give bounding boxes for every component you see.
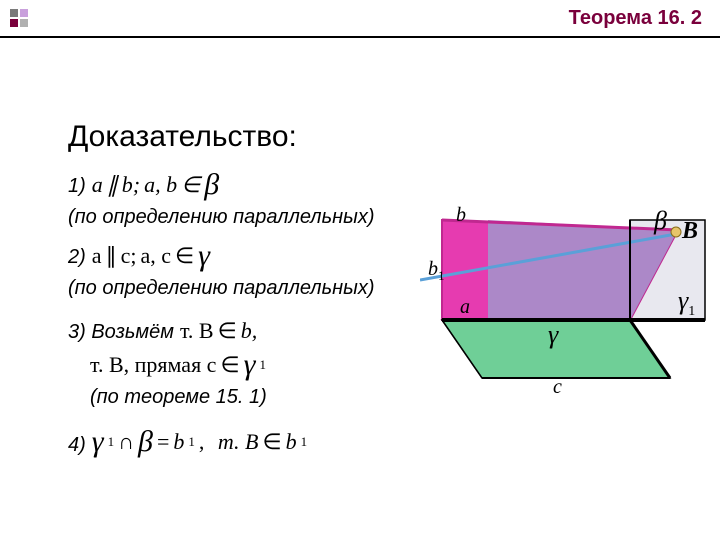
item-4: 4) γ1 ∩ β = b1, т. B ∈ b1 <box>68 425 700 459</box>
item-4-formula: γ1 ∩ β = b1, т. B ∈ b1 <box>92 425 307 459</box>
proof-heading: Доказательство: <box>68 120 700 154</box>
label-b: b <box>456 204 466 227</box>
item-3-formula-1: т. B ∈ b, <box>180 318 257 344</box>
item-4-num: 4) <box>68 434 86 457</box>
item-3-note: (по теореме 15. 1) <box>90 386 700 409</box>
label-beta: β <box>654 206 667 236</box>
label-c: c <box>553 376 562 399</box>
item-2-num: 2) <box>68 246 86 269</box>
item-3-formula-2: т. B, прямая c ∈ γ1 <box>90 348 266 382</box>
logo-icon <box>10 9 28 27</box>
label-b1: b1 <box>428 258 445 284</box>
item-1: 1) a ∥ b; a, b ∈ β <box>68 168 700 202</box>
item-1-formula: a ∥ b; a, b ∈ β <box>92 168 219 202</box>
item-2-formula: a ∥ c; a, c ∈ γ <box>92 239 210 273</box>
geometry-diagram: b b1 a c β B γ1 γ <box>420 208 710 388</box>
label-a: a <box>460 296 470 319</box>
item-3-text: 3) Возьмём <box>68 321 174 344</box>
item-1-num: 1) <box>68 175 86 198</box>
label-gamma1: γ1 <box>678 286 695 320</box>
title-underline <box>0 36 720 38</box>
label-gamma: γ <box>548 320 558 350</box>
slide-title: Теорема 16. 2 <box>569 7 702 30</box>
header: Теорема 16. 2 <box>0 0 720 36</box>
label-B-point: B <box>682 218 698 245</box>
